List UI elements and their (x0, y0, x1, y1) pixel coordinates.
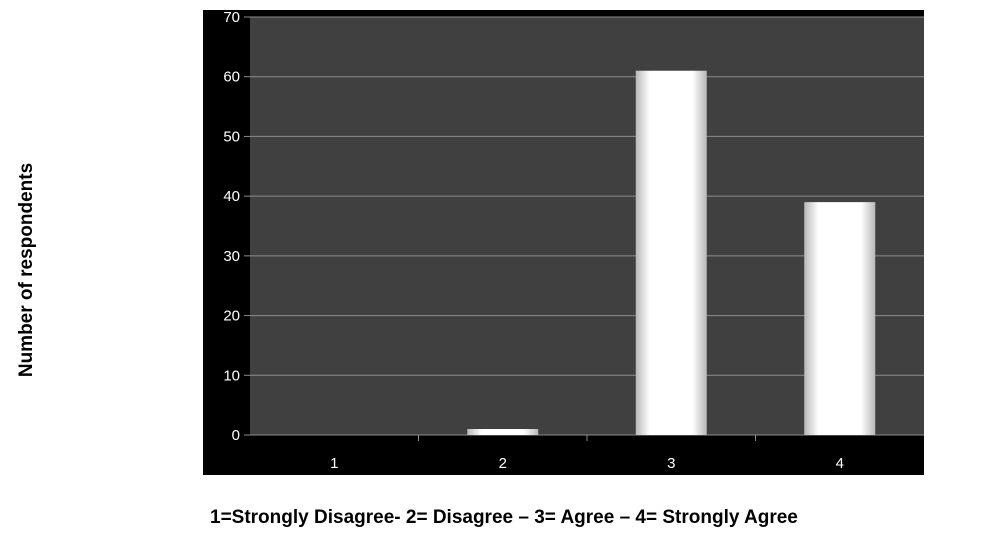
y-tick-label: 60 (223, 69, 240, 86)
y-tick-label: 20 (223, 308, 240, 325)
x-tick-label: 3 (667, 455, 675, 472)
y-tick-label: 10 (223, 367, 240, 384)
x-axis-label: 1=Strongly Disagree- 2= Disagree – 3= Ag… (210, 507, 798, 528)
x-tick-label: 4 (836, 455, 844, 472)
y-tick-label: 70 (223, 9, 240, 26)
y-axis-label: Number of respondents (16, 162, 37, 378)
y-tick-label: 0 (232, 427, 240, 444)
bar-4 (804, 202, 876, 435)
y-tick-label: 30 (223, 248, 240, 265)
y-axis-ticks: 0 10 20 30 40 50 60 70 (223, 9, 250, 444)
x-axis-ticks: 1 2 3 4 (330, 435, 844, 472)
bar-3 (635, 70, 707, 435)
bar-2 (467, 429, 539, 435)
x-tick-label: 1 (330, 455, 338, 472)
x-tick-label: 2 (499, 455, 507, 472)
bars (467, 70, 876, 435)
y-tick-label: 50 (223, 128, 240, 145)
y-tick-label: 40 (223, 188, 240, 205)
